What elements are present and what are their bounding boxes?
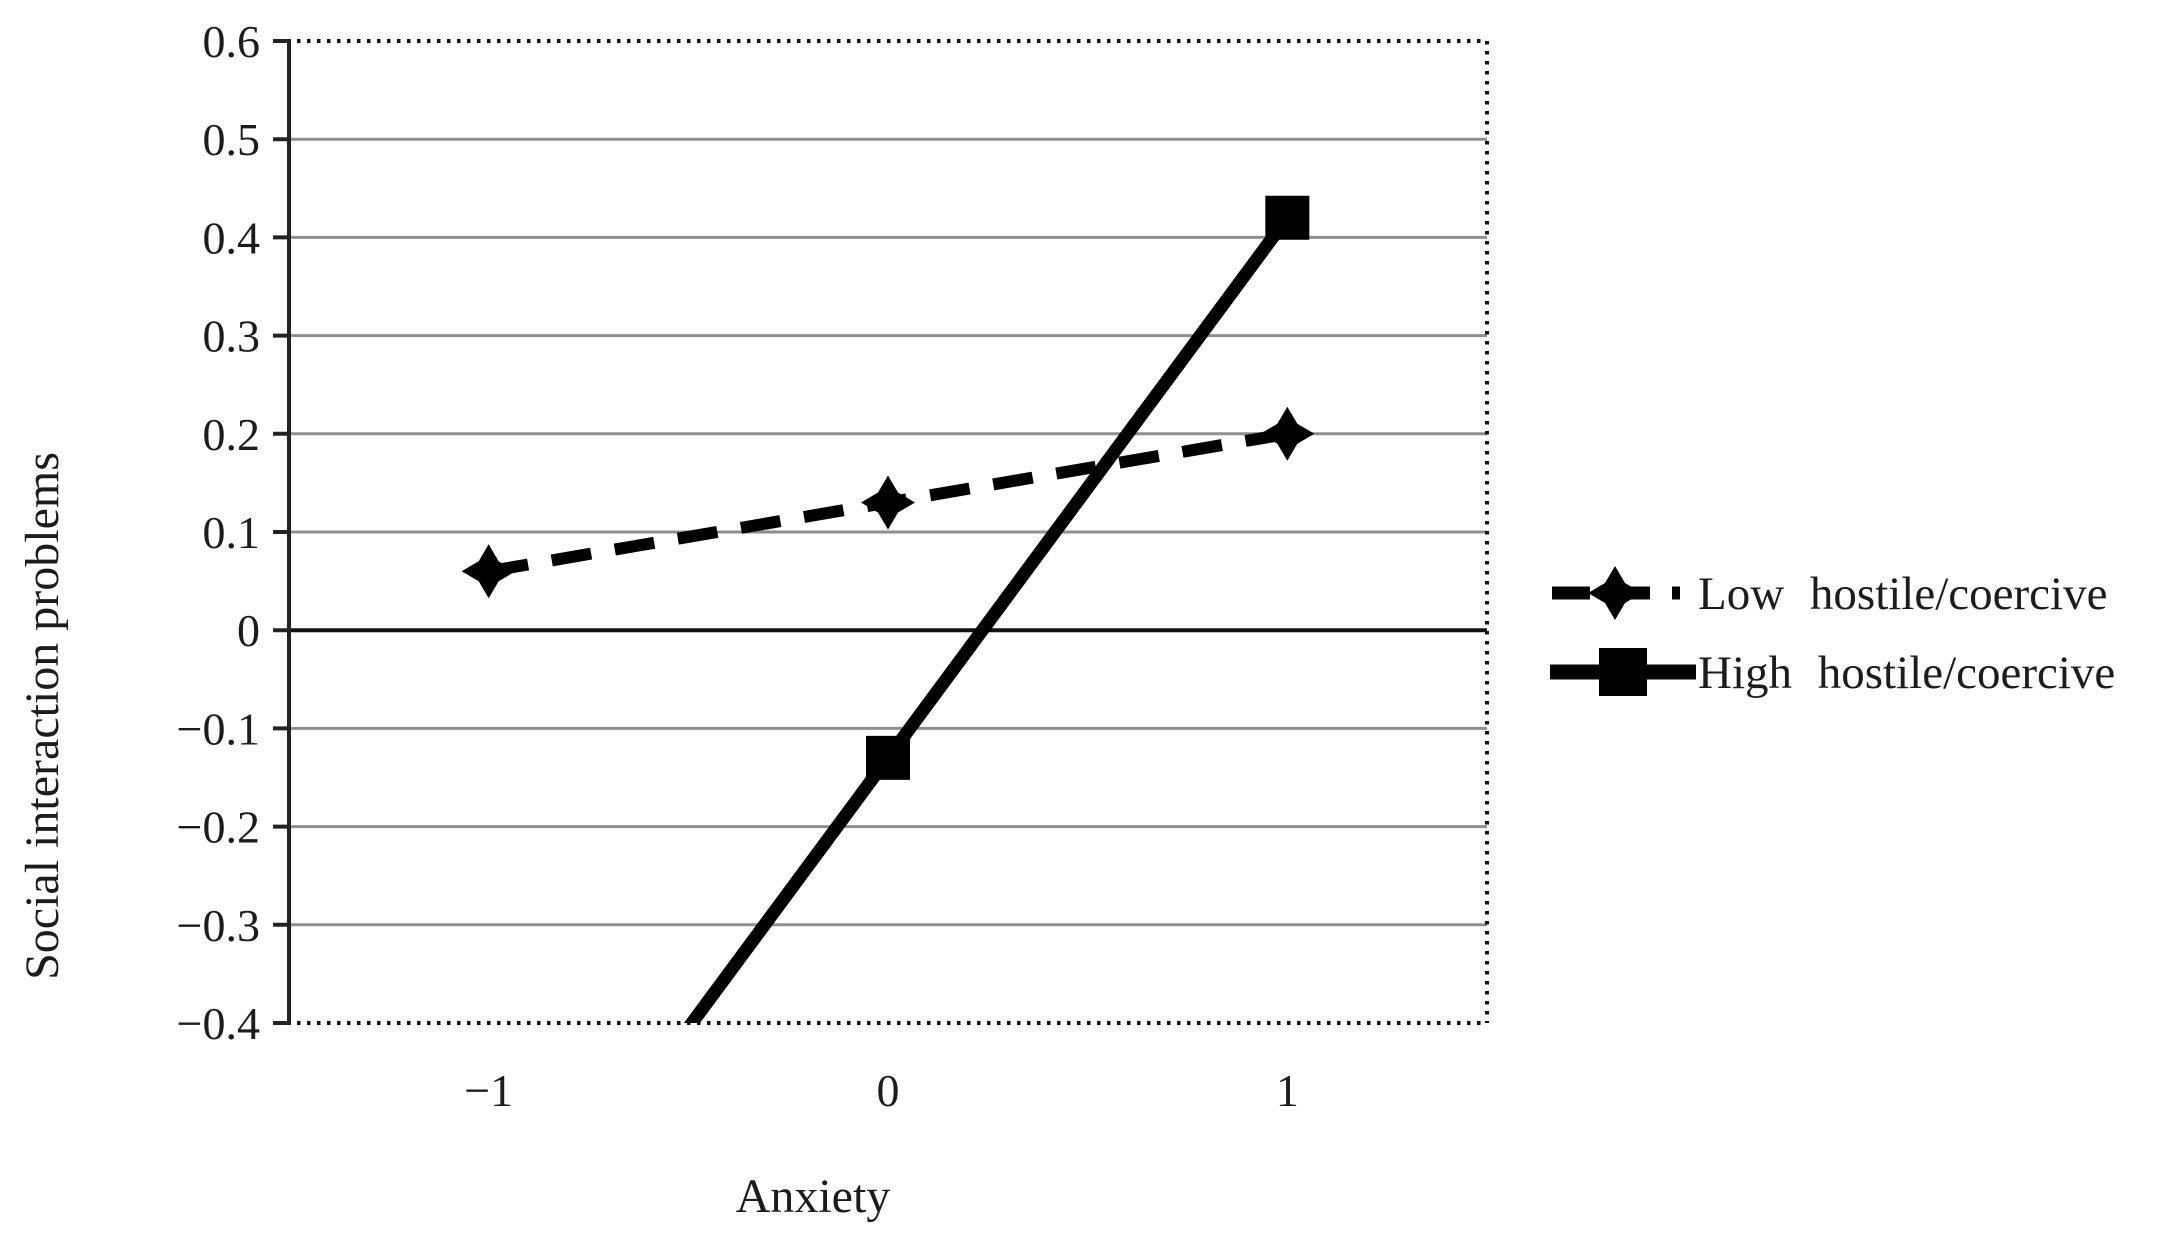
y-tick-label: −0.2 [177,802,260,853]
y-tick-label: 0.2 [203,409,261,460]
y-tick-label: 0.6 [203,16,261,67]
x-tick-label: −1 [464,1065,513,1116]
legend: Low hostile/coercive High hostile/coerci… [1550,566,2115,699]
diamond-marker [861,475,915,530]
legend-item-high: High hostile/coercive [1550,647,2115,699]
x-tick-label: 0 [877,1065,900,1116]
x-tick-label: 1 [1276,1065,1299,1116]
x-axis-title: Anxiety [736,1170,891,1223]
legend-square-marker-icon [1599,648,1647,696]
y-tick-label: −0.4 [177,998,260,1049]
y-tick-label: −0.3 [177,900,260,951]
series-low [461,406,1315,599]
y-tick-label: −0.1 [177,703,260,754]
legend-high-label: High hostile/coercive [1698,647,2115,699]
series-high [683,195,1310,1023]
diamond-marker [461,544,516,599]
diamond-marker [1260,406,1315,461]
y-tick-label: 0.5 [203,114,261,165]
y-tick-label: 0.1 [203,507,261,558]
square-marker [1265,195,1310,240]
y-tick-label: 0.3 [203,311,261,362]
y-tick-label: 0.4 [203,212,261,263]
legend-diamond-marker-icon [1588,566,1642,620]
legend-low-label: Low hostile/coercive [1698,568,2107,620]
square-marker [866,735,910,780]
plot-area: 0.6 0.5 0.4 0.3 0.2 0.1 0 −0.1 −0.2 −0.3 −0.4 −1 0 1 A… [16,16,1489,1223]
y-axis-title: Social interaction problems [16,452,69,980]
legend-item-low: Low hostile/coercive [1552,566,2107,620]
y-tick-label: 0 [237,605,260,656]
